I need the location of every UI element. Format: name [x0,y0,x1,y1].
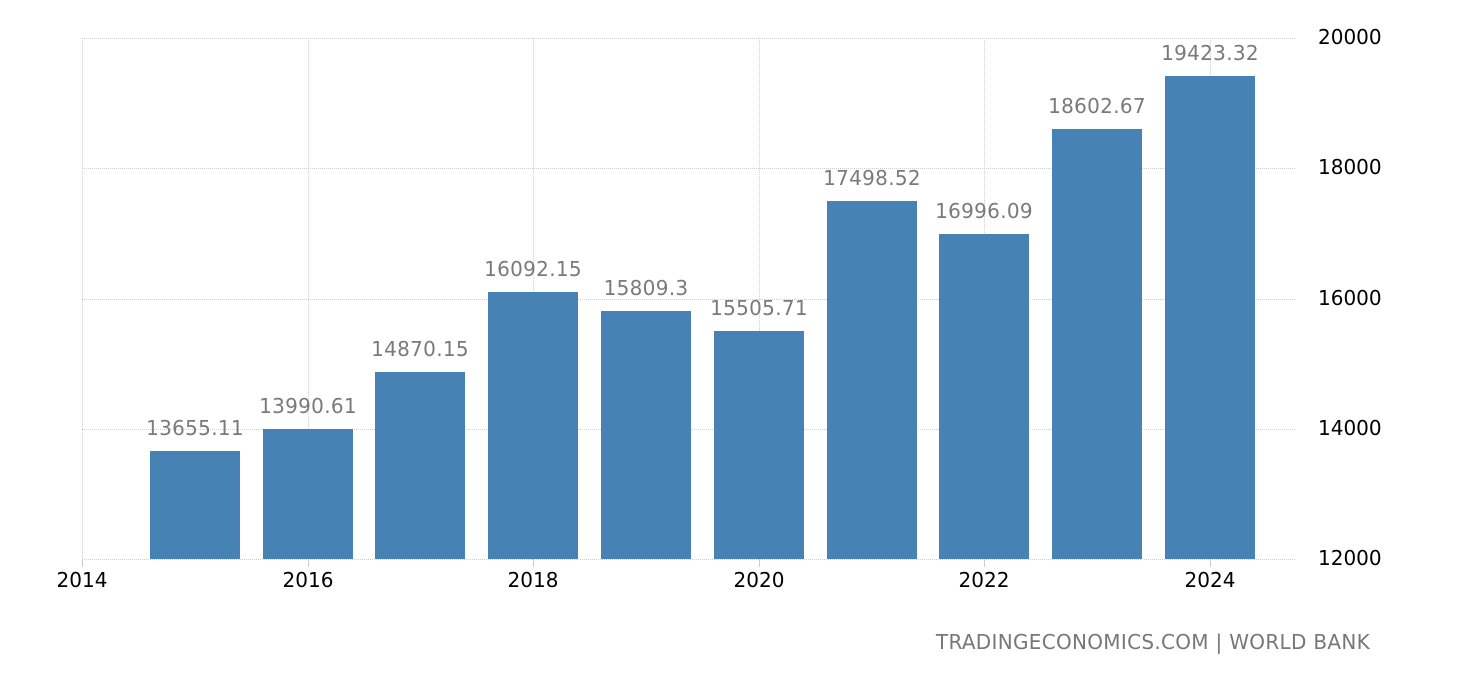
bar-2019[interactable] [601,311,691,559]
gridline-vertical [759,38,760,559]
x-tick-label: 2018 [507,568,559,592]
bar-value-label: 16996.09 [935,199,1033,223]
bar-2016[interactable] [263,429,353,559]
bar-value-label: 18602.67 [1048,94,1146,118]
y-tick-label: 20000 [1318,25,1382,49]
bar-value-label: 15505.71 [710,296,808,320]
bar-value-label: 13655.11 [146,416,244,440]
bar-2018[interactable] [488,292,578,559]
bar-2023[interactable] [1052,129,1142,559]
x-tick-mark [1210,559,1211,567]
bar-value-label: 16092.15 [484,257,582,281]
gridline-horizontal [82,38,1295,39]
bar-value-label: 14870.15 [371,337,469,361]
x-tick-mark [984,559,985,567]
gridline-vertical [82,38,83,559]
x-tick-mark [759,559,760,567]
gridline-vertical [308,38,309,559]
bar-2022[interactable] [939,234,1029,559]
bar-2020[interactable] [714,331,804,559]
x-tick-label: 2024 [1184,568,1236,592]
bar-value-label: 19423.32 [1161,41,1259,65]
x-tick-mark [533,559,534,567]
x-tick-label: 2022 [958,568,1010,592]
bar-2024[interactable] [1165,76,1255,559]
x-tick-label: 2016 [282,568,334,592]
x-tick-mark [308,559,309,567]
gridline-horizontal [82,299,1295,300]
y-tick-label: 14000 [1318,416,1382,440]
x-tick-label: 2020 [733,568,785,592]
bar-2021[interactable] [827,201,917,559]
source-attribution: TRADINGECONOMICS.COM | WORLD BANK [935,630,1370,654]
bar-value-label: 13990.61 [259,394,357,418]
bar-value-label: 17498.52 [823,166,921,190]
x-tick-mark [82,559,83,567]
bar-value-label: 15809.3 [603,276,689,300]
y-tick-label: 12000 [1318,546,1382,570]
y-tick-label: 18000 [1318,155,1382,179]
bar-2015[interactable] [150,451,240,559]
bar-2017[interactable] [375,372,465,559]
x-tick-label: 2014 [56,568,108,592]
y-tick-label: 16000 [1318,286,1382,310]
gridline-horizontal [82,559,1295,560]
gridline-horizontal [82,168,1295,169]
